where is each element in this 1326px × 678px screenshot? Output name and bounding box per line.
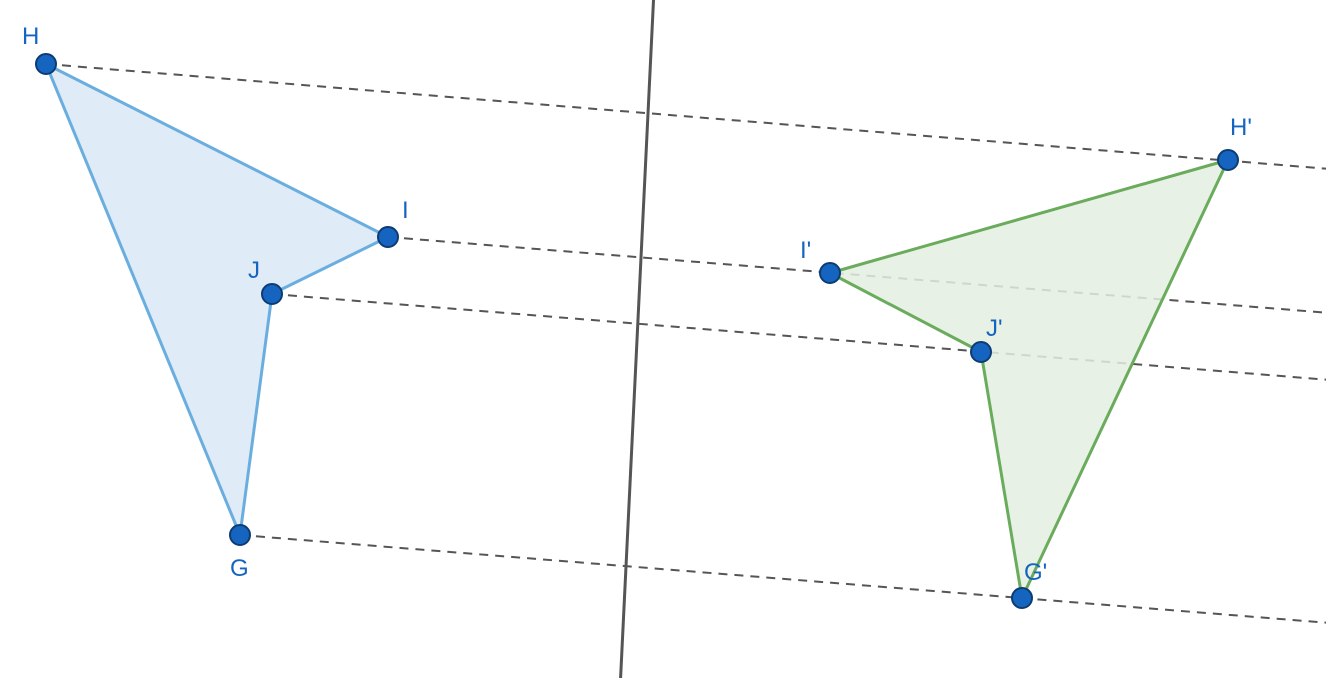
label-I-prime: I' bbox=[800, 237, 811, 264]
point-H-prime[interactable] bbox=[1218, 150, 1238, 170]
label-G: G bbox=[230, 555, 249, 582]
label-I: I bbox=[402, 197, 409, 224]
point-J-prime[interactable] bbox=[971, 342, 991, 362]
label-J: J bbox=[248, 257, 260, 284]
point-G-prime[interactable] bbox=[1012, 588, 1032, 608]
label-G-prime: G' bbox=[1024, 559, 1047, 586]
point-I-prime[interactable] bbox=[820, 263, 840, 283]
point-I[interactable] bbox=[378, 227, 398, 247]
label-H: H bbox=[22, 23, 39, 50]
point-G[interactable] bbox=[230, 525, 250, 545]
point-H[interactable] bbox=[36, 54, 56, 74]
point-J[interactable] bbox=[262, 284, 282, 304]
geometry-scene: H I J G H' I' J' G' bbox=[0, 0, 1326, 678]
label-J-prime: J' bbox=[986, 315, 1003, 342]
label-H-prime: H' bbox=[1230, 114, 1252, 141]
